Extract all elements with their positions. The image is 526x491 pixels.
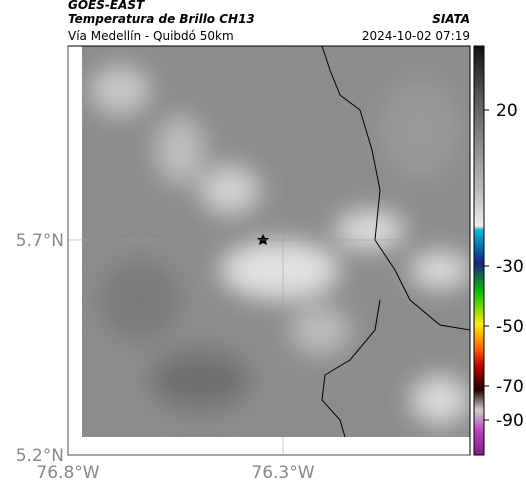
y-tick-label: 5.2°N [16,446,64,466]
source: SIATA [432,12,470,26]
colorbar-tick-label: 20 [496,101,518,121]
colorbar-tick-label: -90 [496,411,524,431]
colorbar-tick-label: -30 [496,257,524,277]
colorbar [473,45,485,456]
colorbar-tick-label: -70 [496,377,524,397]
x-tick-label: 76.3°W [251,463,314,483]
datetime: 2024-10-02 07:19 [362,29,470,43]
product: Temperatura de Brillo CH13 [68,12,255,26]
location-marker [257,234,269,245]
satellite: GOES-EAST [68,0,145,12]
colorbar-tick-label: -50 [496,317,524,337]
y-tick-label: 5.7°N [16,231,64,251]
satellite-image [82,46,470,437]
x-tick-label: 76.8°W [36,463,99,483]
region: Vía Medellín - Quibdó 50km [68,29,234,43]
